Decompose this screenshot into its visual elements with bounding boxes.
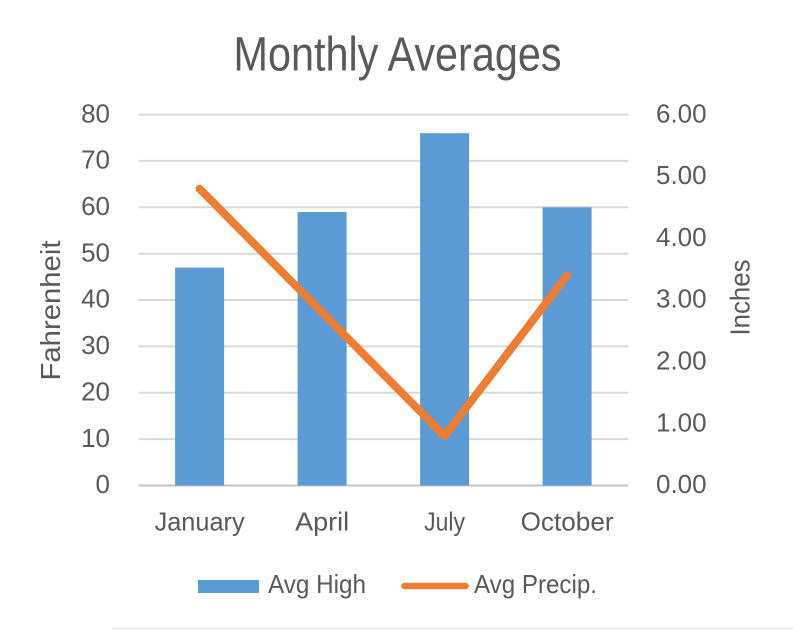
svg-text:Monthly Averages: Monthly Averages <box>234 29 562 82</box>
svg-text:October: October <box>521 507 614 537</box>
svg-text:2.00: 2.00 <box>656 346 707 376</box>
svg-text:Avg Precip.: Avg Precip. <box>474 569 597 599</box>
svg-text:60: 60 <box>81 191 110 221</box>
svg-text:50: 50 <box>81 237 110 267</box>
svg-text:1.00: 1.00 <box>656 407 707 437</box>
svg-text:0.00: 0.00 <box>656 469 707 499</box>
svg-text:5.00: 5.00 <box>656 160 707 190</box>
svg-text:10: 10 <box>81 423 110 453</box>
svg-text:30: 30 <box>81 330 110 360</box>
svg-text:40: 40 <box>81 284 110 314</box>
svg-text:4.00: 4.00 <box>656 222 707 252</box>
svg-text:3.00: 3.00 <box>656 284 707 314</box>
svg-text:Fahrenheit: Fahrenheit <box>35 240 66 380</box>
svg-text:20: 20 <box>81 377 110 407</box>
svg-text:80: 80 <box>81 98 110 128</box>
svg-text:January: January <box>155 507 245 537</box>
svg-text:Inches: Inches <box>725 260 756 336</box>
svg-text:0: 0 <box>96 469 110 499</box>
svg-text:July: July <box>424 507 465 537</box>
svg-text:April: April <box>295 507 349 537</box>
svg-text:Avg High: Avg High <box>268 569 366 599</box>
svg-text:6.00: 6.00 <box>656 98 707 128</box>
svg-text:70: 70 <box>81 145 110 175</box>
